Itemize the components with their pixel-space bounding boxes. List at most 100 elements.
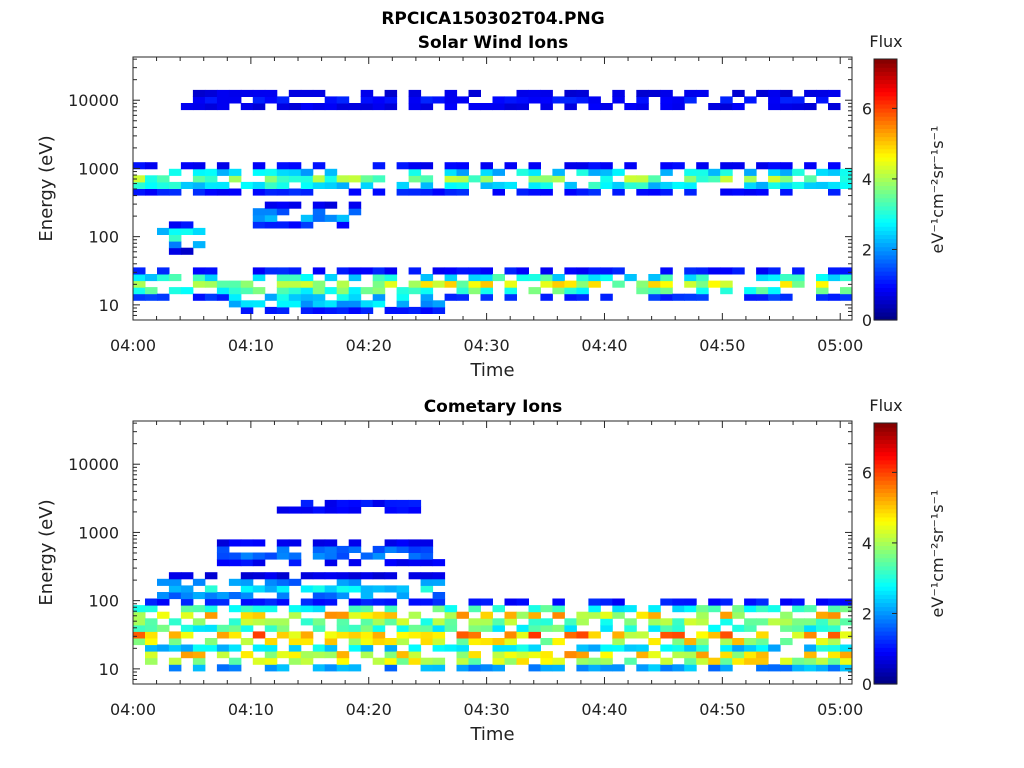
heatmap-cell (288, 267, 302, 275)
heatmap-cell (636, 175, 649, 183)
colorbar-segment (874, 512, 897, 518)
heatmap-cell (348, 267, 362, 275)
heatmap-cell (312, 572, 326, 580)
heatmap-cell (252, 287, 266, 295)
heatmap-cell (240, 578, 254, 586)
heatmap-cell (408, 280, 422, 288)
heatmap-cell (396, 499, 410, 507)
colorbar-segment (874, 287, 897, 293)
heatmap-cell (133, 618, 146, 626)
heatmap-cell (516, 651, 529, 659)
panel-title-solar-wind: Solar Wind Ions (418, 33, 569, 53)
colorbar-segment (874, 283, 897, 288)
heatmap-cell (276, 585, 290, 593)
colorbar-segment (874, 606, 897, 612)
heatmap-cell (264, 644, 278, 652)
heatmap-cell (672, 664, 685, 672)
colorbar-segment (874, 311, 897, 317)
heatmap-cell (456, 638, 469, 646)
heatmap-cell (528, 644, 541, 652)
heatmap-cell (840, 293, 853, 301)
heatmap-cell (576, 280, 589, 288)
heatmap-cell (396, 506, 410, 514)
heatmap-cell (708, 624, 721, 632)
heatmap-cell (432, 572, 446, 580)
colorbar-segment (874, 516, 897, 522)
heatmap-cell (624, 605, 637, 613)
heatmap-cell (384, 103, 398, 111)
heatmap-cell (240, 651, 254, 659)
heatmap-cell (828, 611, 841, 619)
heatmap-cell (432, 631, 446, 639)
heatmap-cell (288, 631, 302, 639)
heatmap-cell (264, 201, 278, 209)
colorbar-segment (874, 238, 897, 244)
heatmap-cell (336, 280, 350, 288)
heatmap-cell (660, 96, 673, 104)
heatmap-cell (180, 162, 194, 170)
heatmap-cell (372, 618, 386, 626)
heatmap-cell (348, 274, 362, 282)
heatmap-cell (792, 598, 805, 606)
heatmap-cell (492, 657, 505, 665)
heatmap-cell (300, 572, 314, 580)
heatmap-cell (672, 181, 685, 189)
heatmap-cell (276, 506, 290, 514)
heatmap-cell (324, 559, 338, 567)
heatmap-cell (384, 506, 398, 514)
heatmap-cell (420, 559, 434, 567)
heatmap-cell (720, 631, 733, 639)
heatmap-cell (336, 287, 350, 295)
heatmap-cell (276, 300, 290, 308)
heatmap-cell (396, 293, 410, 301)
heatmap-cell (432, 598, 446, 606)
heatmap-cell (624, 657, 637, 665)
heatmap-cell (204, 188, 218, 196)
heatmap-cell (384, 267, 398, 275)
heatmap-cell (420, 96, 434, 104)
heatmap-cell (672, 162, 685, 170)
heatmap-cell (240, 598, 254, 606)
colorbar-segment (874, 443, 897, 449)
heatmap-cell (420, 293, 434, 301)
colorbar-segment (874, 594, 897, 599)
heatmap-cell (204, 168, 218, 176)
heatmap-cell (768, 293, 781, 301)
heatmap-cell (840, 664, 853, 672)
heatmap-cell (576, 168, 589, 176)
heatmap-cell (288, 552, 302, 560)
heatmap-cell (468, 638, 481, 646)
colorbar-segment (874, 258, 897, 264)
heatmap-cell (288, 651, 302, 659)
heatmap-cell (660, 287, 673, 295)
colorbar-segment (874, 463, 897, 469)
heatmap-cell (168, 638, 182, 646)
heatmap-cell (372, 552, 386, 560)
colorbar-segment (874, 496, 897, 502)
heatmap-cell (168, 221, 182, 229)
heatmap-cell (792, 96, 805, 104)
colorbar-segment (874, 553, 897, 559)
heatmap-cell (684, 96, 697, 104)
heatmap-cell (828, 644, 841, 652)
heatmap-cell (648, 280, 661, 288)
heatmap-cell (300, 89, 314, 97)
heatmap-cell (300, 175, 314, 183)
heatmap-cell (348, 300, 362, 308)
heatmap-cell (612, 96, 625, 104)
heatmap-cell (516, 657, 529, 665)
heatmap-cell (324, 585, 338, 593)
colorbar-segment (874, 169, 897, 174)
heatmap-cell (420, 306, 434, 314)
heatmap-cell (696, 631, 709, 639)
heatmap-cell (145, 598, 158, 606)
heatmap-cell (528, 188, 541, 196)
heatmap-cell (480, 638, 493, 646)
colorbar-segment (874, 136, 897, 142)
heatmap-cell (252, 605, 266, 613)
heatmap-cell (276, 306, 290, 314)
heatmap-cell (672, 103, 685, 111)
colorbar-segment (874, 667, 897, 673)
heatmap-cell (168, 592, 182, 600)
heatmap-cells (133, 499, 853, 672)
